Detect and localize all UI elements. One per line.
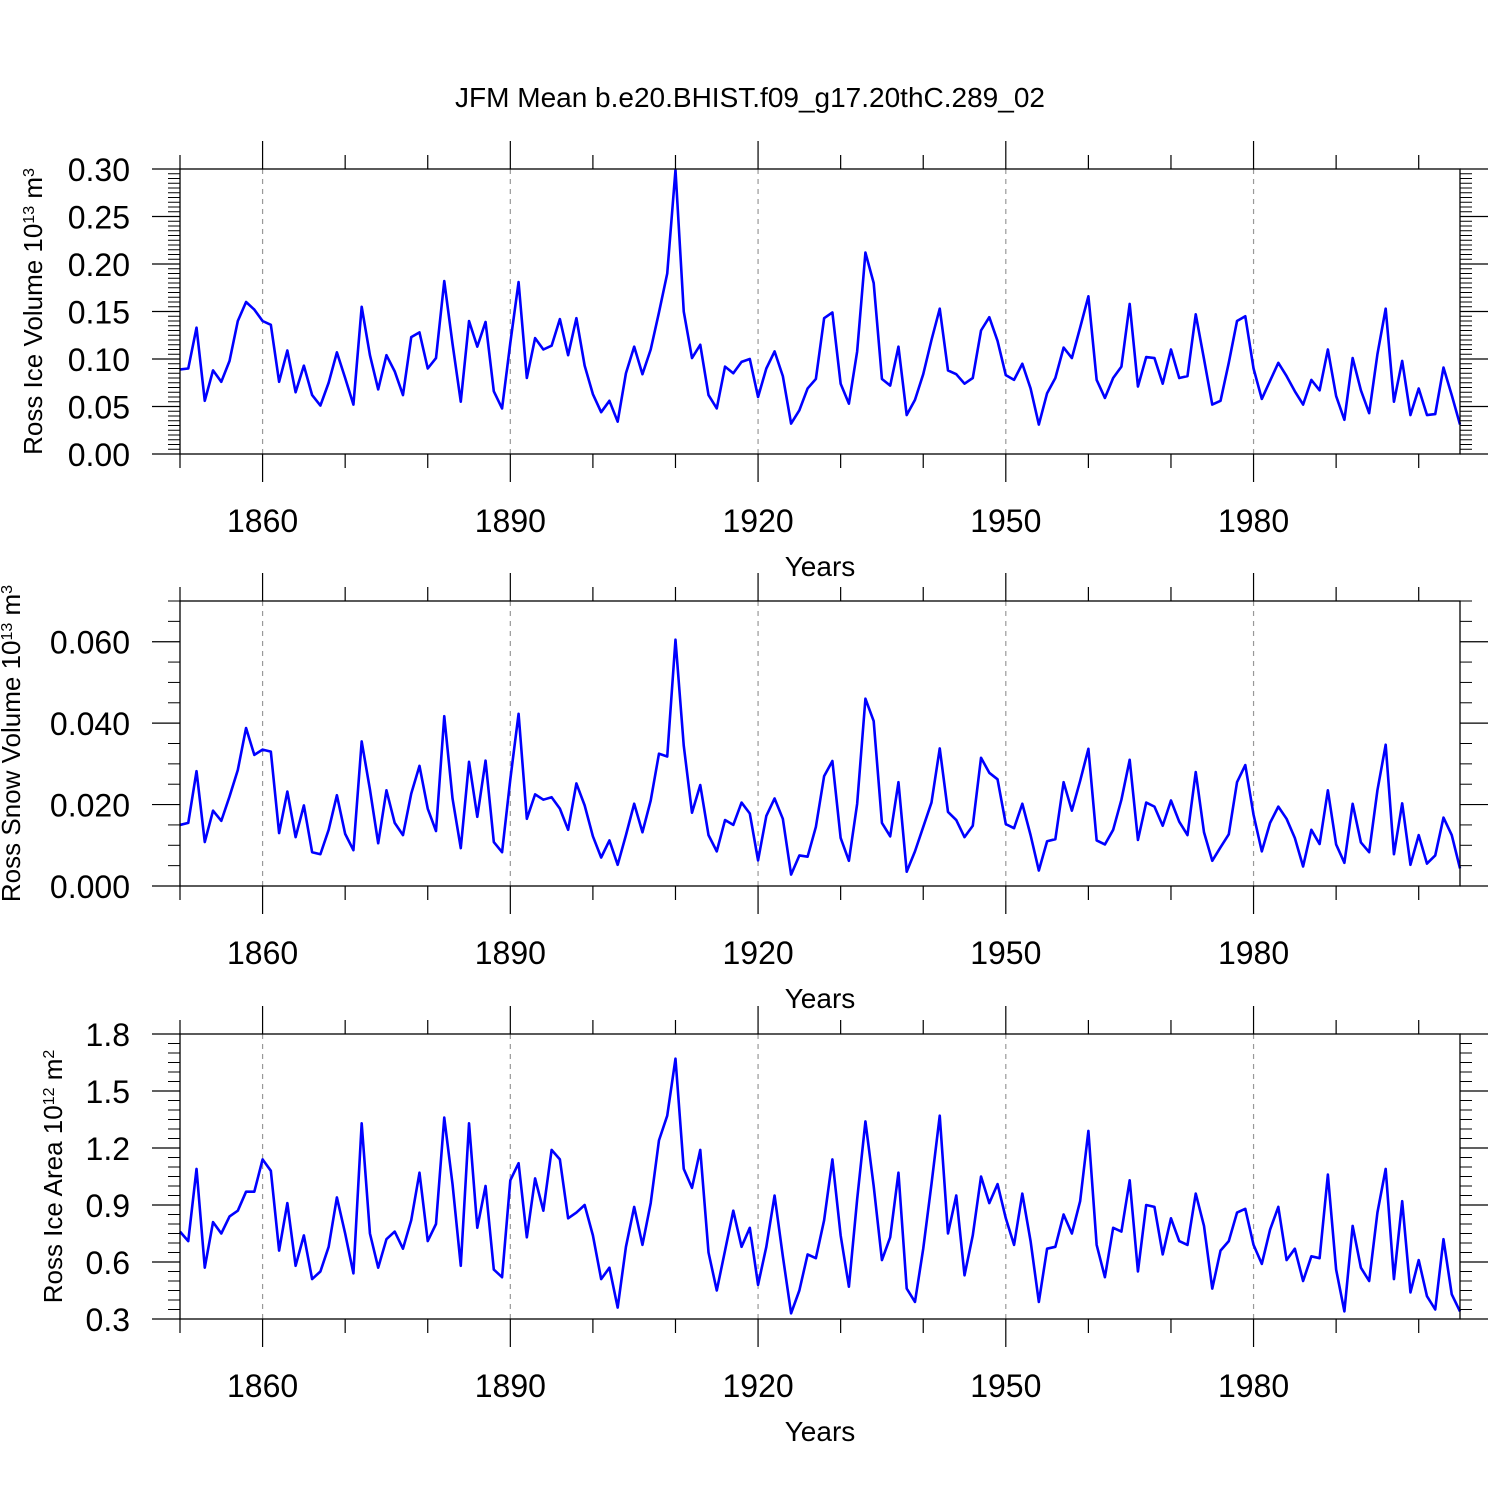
y-axis-label: Ross Snow Volume 1013 m3 [0,585,26,902]
y-tick-label: 0.060 [50,625,130,661]
y-axis-label: Ross Ice Volume 1013 m3 [18,168,48,455]
y-tick-label: 0.05 [68,390,130,426]
x-tick-label: 1860 [227,1368,298,1404]
series-line [179,1057,1462,1315]
x-tick-label: 1950 [970,1368,1041,1404]
x-tick-label: 1980 [1218,935,1289,971]
x-tick-label: 1920 [722,935,793,971]
plot-frame [179,600,1461,887]
series-line [179,168,1462,426]
x-tick-label: 1980 [1218,503,1289,539]
series-line [179,638,1462,876]
y-tick-label: 0.3 [86,1302,130,1338]
y-tick-label: 0.30 [68,152,130,188]
y-tick-label: 1.8 [86,1017,130,1053]
x-tick-label: 1920 [722,1368,793,1404]
y-tick-label: 1.2 [86,1131,130,1167]
y-tick-label: 0.040 [50,706,130,742]
y-tick-label: 0.25 [68,200,130,236]
y-tick-label: 0.20 [68,247,130,283]
x-tick-label: 1980 [1218,1368,1289,1404]
x-tick-label: 1860 [227,503,298,539]
chart-panels: 0.00 0.05 0.10 0.15 0.20 0.25 0.30 1860 1890 1920… [0,141,1488,1447]
y-tick-label: 0.00 [68,437,130,473]
y-tick-label: 0.15 [68,295,130,331]
x-tick-label: 1890 [475,503,546,539]
y-tick-label: 0.10 [68,342,130,378]
x-tick-label: 1890 [475,935,546,971]
y-tick-label: 0.9 [86,1188,130,1224]
x-axis-label: Years [785,551,856,582]
y-tick-label: 0.000 [50,869,130,905]
chart-panel-2: 0.000 0.020 0.040 0.060 1860 1890 1920 1950 1980… [0,573,1488,1014]
figure-title: JFM Mean b.e20.BHIST.f09_g17.20thC.289_0… [455,82,1045,113]
y-tick-label: 0.020 [50,788,130,824]
plot-frame [179,168,1461,455]
x-tick-label: 1860 [227,935,298,971]
y-tick-label: 1.5 [86,1074,130,1110]
x-tick-label: 1950 [970,935,1041,971]
chart-panel-1: 0.00 0.05 0.10 0.15 0.20 0.25 0.30 1860 1890 1920… [18,141,1488,582]
x-tick-label: 1890 [475,1368,546,1404]
x-axis-label: Years [785,1416,856,1447]
x-tick-label: 1950 [970,503,1041,539]
y-axis-label: Ross Ice Area 1012 m2 [38,1050,68,1304]
plot-frame [179,1033,1461,1320]
y-tick-label: 0.6 [86,1245,130,1281]
x-axis-label: Years [785,983,856,1014]
chart-panel-3: 0.3 0.6 0.9 1.2 1.5 1.8 1860 1890 1920 1950 1980 Ye… [38,1006,1488,1447]
x-tick-label: 1920 [722,503,793,539]
